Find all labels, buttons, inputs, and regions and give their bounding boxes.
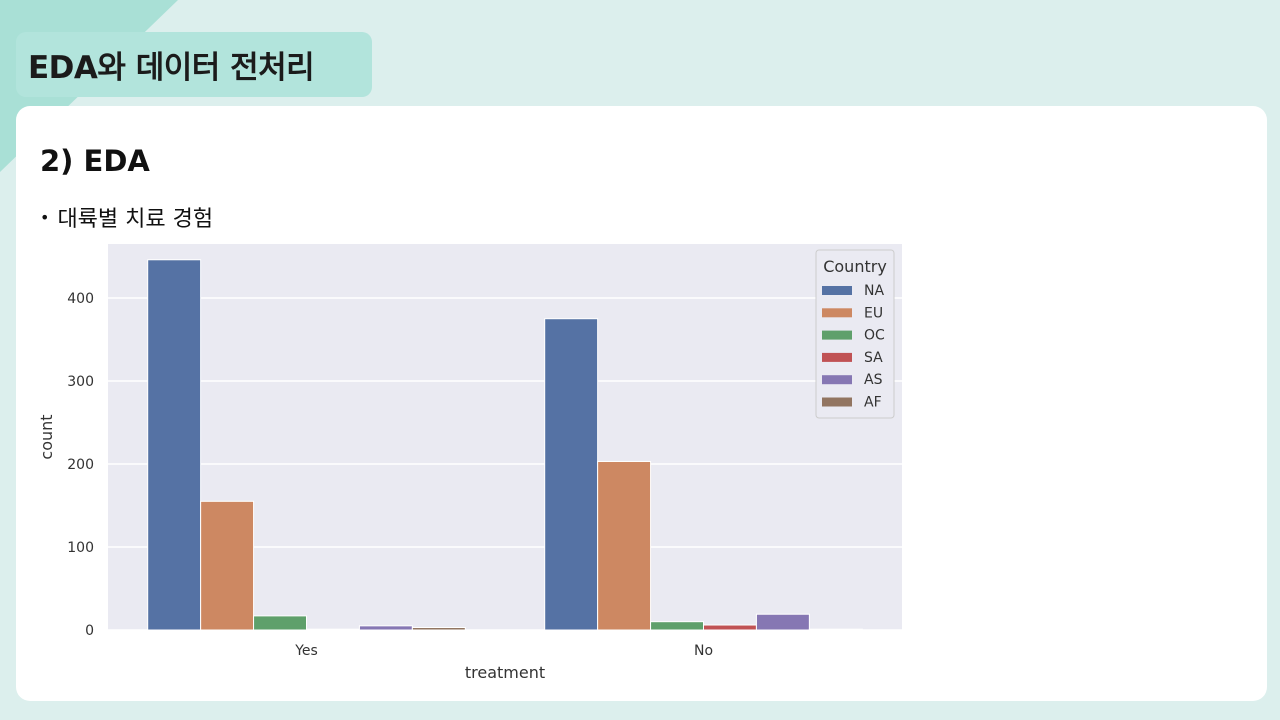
bar-oc-no [650,621,704,631]
bar-eu-yes [200,500,255,631]
y-tick-label: 200 [67,457,94,473]
chart-container: 0 100 200 300 400 Yes No treatment count Country N… [36,238,916,692]
legend-swatch-eu [822,308,852,318]
bar-sa-yes [306,628,360,631]
legend-swatch-oc [822,330,852,340]
x-axis-label: treatment [465,663,545,682]
bar-as-yes [358,625,413,631]
bullet-item: • 대륙별 치료 경험 [40,201,213,233]
title-tab: EDA와 데이터 전처리 [16,32,372,97]
content-card: 2) EDA • 대륙별 치료 경험 0 100 200 300 400 Yes No trea… [16,106,1267,701]
y-tick-label: 300 [67,374,94,390]
section-heading: 2) EDA [40,144,150,178]
bullet-text: 대륙별 치료 경험 [57,207,214,232]
legend-swatch-as [822,375,852,385]
y-tick-label: 0 [85,623,94,639]
bullet-dot-icon: • [40,208,50,227]
bar-af-no [808,628,863,631]
bar-oc-yes [253,615,307,631]
legend-title: Country [823,257,887,276]
bar-eu-no [597,460,652,631]
y-tick-label: 400 [67,291,94,307]
legend-label: NA [864,283,884,299]
legend-label: EU [864,305,883,321]
y-tick-label: 100 [67,540,94,556]
y-axis-label: count [37,414,56,459]
bar-af-yes [411,627,466,631]
bar-as-no [755,613,810,631]
legend-swatch-na [822,286,852,295]
legend-label: SA [864,350,883,366]
bar-na-no [544,318,599,631]
legend-label: OC [864,328,885,344]
x-tick-label: No [694,643,713,659]
legend-swatch-af [822,397,852,407]
legend-label: AS [864,372,883,388]
bar-na-yes [147,259,202,631]
legend-label: AF [864,395,882,411]
page-title: EDA와 데이터 전처리 [28,50,315,86]
x-tick-label: Yes [294,643,318,659]
bar-chart: 0 100 200 300 400 Yes No treatment count Country N… [37,244,902,682]
bar-sa-no [703,624,757,631]
legend-swatch-sa [822,352,852,362]
